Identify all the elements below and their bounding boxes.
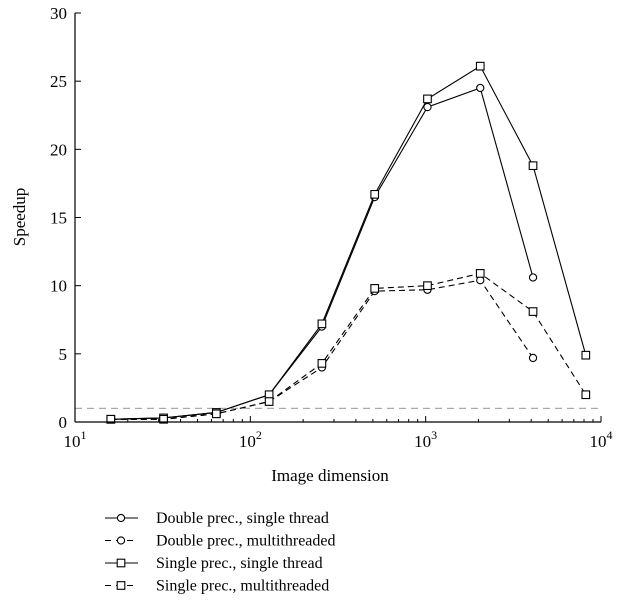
data-point xyxy=(528,353,538,363)
data-point xyxy=(317,359,327,368)
legend-label: Double prec., single thread xyxy=(156,510,329,527)
legend-marker xyxy=(116,558,126,568)
legend-label: Single prec., multithreaded xyxy=(156,578,329,595)
x-tick-label: 101 xyxy=(64,428,87,451)
legend: Double prec., single thread Double prec.,… xyxy=(105,510,336,595)
y-tick-label: 15 xyxy=(50,209,67,228)
data-point xyxy=(423,281,432,291)
data-point xyxy=(423,94,432,104)
y-tick-label: 5 xyxy=(59,345,68,364)
data-point xyxy=(528,273,538,282)
series-line xyxy=(110,65,587,420)
legend-item: Double prec., multithreaded xyxy=(105,533,336,550)
data-point xyxy=(528,307,538,316)
data-point xyxy=(106,414,116,424)
series-2 xyxy=(106,276,538,424)
data-point xyxy=(212,409,221,419)
series-3 xyxy=(106,61,591,424)
data-point xyxy=(264,397,274,406)
y-tick-label: 10 xyxy=(50,277,67,296)
x-tick-label: 103 xyxy=(414,428,437,451)
data-point xyxy=(370,189,380,199)
data-point xyxy=(475,269,485,278)
data-point xyxy=(581,390,591,400)
y-tick-label: 25 xyxy=(50,72,67,91)
data-point xyxy=(370,284,380,293)
series-line xyxy=(110,279,534,420)
data-point xyxy=(476,83,485,93)
data-point xyxy=(317,319,327,329)
data-point xyxy=(528,161,538,171)
series-4 xyxy=(106,269,591,424)
legend-item: Single prec., multithreaded xyxy=(105,578,329,595)
y-axis-label: Speedup xyxy=(10,188,29,247)
series-1 xyxy=(106,83,538,424)
y-tick-label: 0 xyxy=(59,413,68,432)
legend-item: Single prec., single thread xyxy=(105,555,323,572)
series-line xyxy=(110,272,587,420)
data-point xyxy=(581,350,591,360)
legend-marker xyxy=(116,581,126,590)
x-axis-label: Image dimension xyxy=(271,466,389,485)
y-tick-label: 20 xyxy=(50,140,67,159)
data-point xyxy=(423,102,432,112)
y-tick-label: 30 xyxy=(50,4,67,23)
x-tick-label: 104 xyxy=(590,428,613,451)
legend-marker xyxy=(116,513,126,523)
legend-label: Double prec., multithreaded xyxy=(156,533,336,550)
legend-marker xyxy=(116,536,126,545)
data-point xyxy=(159,414,168,424)
legend-label: Single prec., single thread xyxy=(156,555,323,572)
legend-item: Double prec., single thread xyxy=(105,510,329,527)
x-tick-label: 102 xyxy=(239,428,262,451)
data-point xyxy=(475,61,485,71)
